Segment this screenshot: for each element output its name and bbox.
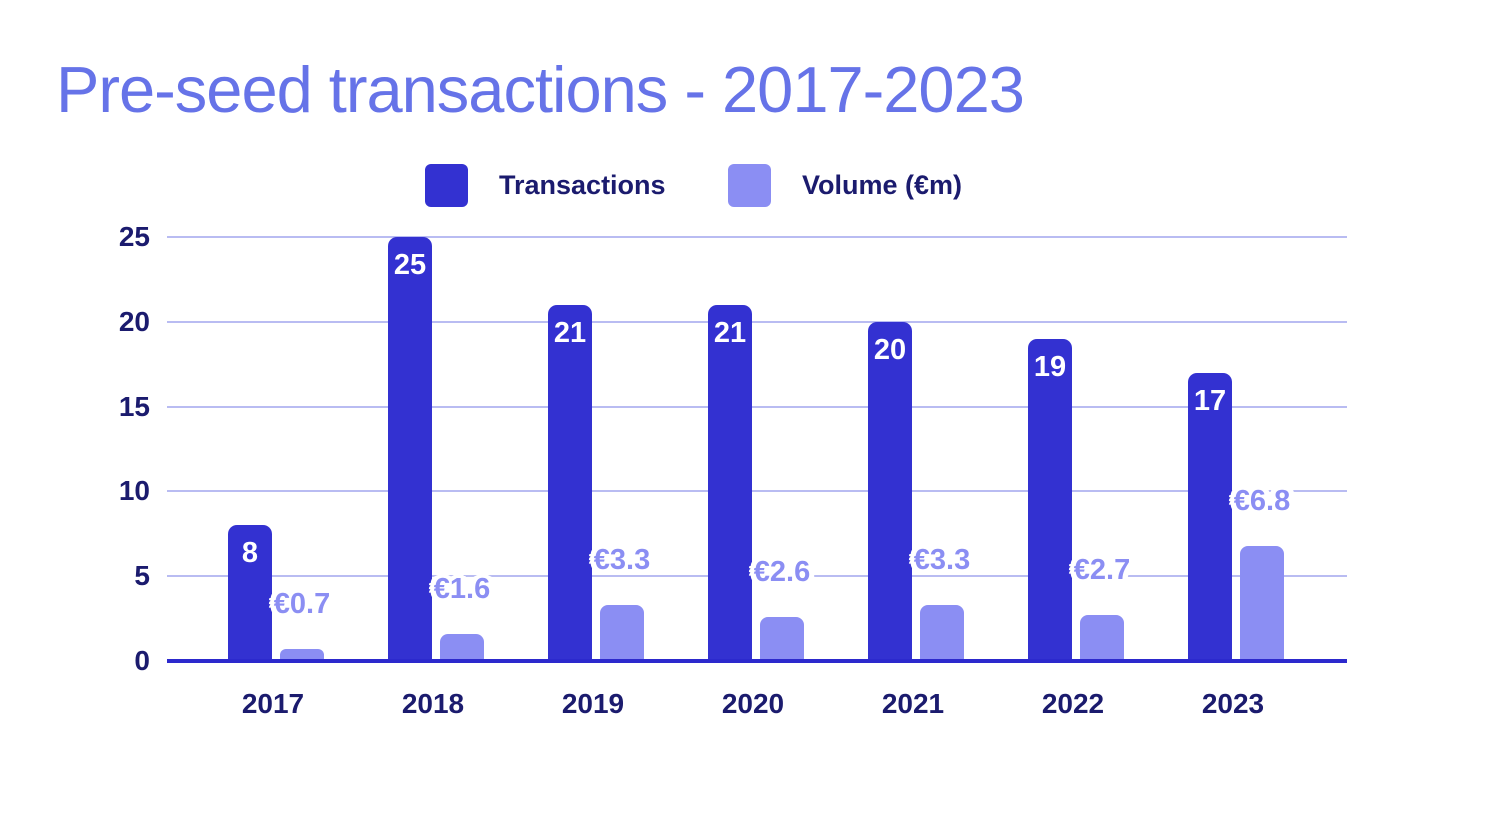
transactions-value-label: 21 bbox=[553, 317, 587, 349]
transactions-bar bbox=[548, 305, 592, 661]
gridline bbox=[167, 405, 1347, 408]
y-axis-tick-label: 20 bbox=[118, 305, 150, 337]
y-axis-tick-label: 15 bbox=[118, 390, 150, 422]
volume-legend-swatch-icon bbox=[728, 164, 771, 207]
y-axis-tick-label: 0 bbox=[134, 645, 150, 676]
transactions-value-label: 19 bbox=[1033, 351, 1067, 383]
x-axis-label: 2018 bbox=[401, 688, 465, 719]
volume-bar bbox=[760, 617, 804, 661]
gridline bbox=[167, 490, 1347, 493]
transactions-bar bbox=[708, 305, 752, 661]
volume-legend-label: Volume (€m) bbox=[802, 170, 963, 200]
x-axis-line bbox=[167, 659, 1347, 663]
transactions-bar bbox=[868, 322, 912, 661]
volume-bar bbox=[1240, 546, 1284, 661]
gridline bbox=[167, 320, 1347, 323]
transactions-bar bbox=[388, 237, 432, 661]
y-axis-tick-label: 10 bbox=[118, 475, 150, 507]
volume-value-label: €6.8 bbox=[1233, 485, 1291, 517]
volume-value-label: €1.6 bbox=[433, 573, 491, 605]
volume-value-label: €2.6 bbox=[753, 556, 811, 588]
x-axis-label: 2023 bbox=[1201, 688, 1265, 719]
transactions-value-label: 25 bbox=[393, 249, 427, 281]
volume-bar bbox=[920, 605, 964, 661]
transactions-value-label: 8 bbox=[241, 537, 259, 569]
transactions-bar bbox=[1028, 339, 1072, 661]
volume-value-label: €2.7 bbox=[1073, 554, 1131, 586]
transactions-value-label: 17 bbox=[1193, 385, 1227, 417]
x-axis-label: 2020 bbox=[721, 688, 785, 719]
transactions-bar bbox=[1188, 373, 1232, 661]
volume-bar bbox=[600, 605, 644, 661]
x-axis-label: 2019 bbox=[561, 688, 625, 719]
transactions-value-label: 21 bbox=[713, 317, 747, 349]
transactions-legend-swatch-icon bbox=[425, 164, 468, 207]
gridline bbox=[167, 236, 1347, 238]
volume-value-label: €3.3 bbox=[913, 544, 971, 576]
y-axis-tick-label: 5 bbox=[134, 560, 150, 592]
transactions-value-label: 20 bbox=[873, 334, 907, 366]
volume-value-label: €0.7 bbox=[273, 588, 331, 620]
x-axis-label: 2017 bbox=[241, 688, 305, 719]
transactions-legend-label: Transactions bbox=[499, 170, 666, 200]
volume-bar bbox=[280, 649, 324, 661]
x-axis-label: 2022 bbox=[1041, 688, 1105, 719]
volume-bar bbox=[440, 634, 484, 661]
x-axis-label: 2021 bbox=[881, 688, 945, 719]
chart-title: Pre-seed transactions - 2017-2023 bbox=[56, 53, 1025, 126]
legend-item-transactions: Transactions bbox=[425, 164, 666, 207]
volume-bar bbox=[1080, 615, 1124, 661]
gridline bbox=[167, 575, 1347, 578]
transactions-bar bbox=[228, 525, 272, 661]
y-axis-tick-label: 25 bbox=[118, 221, 150, 252]
legend-item-volume: Volume (€m) bbox=[728, 164, 962, 207]
volume-value-label: €3.3 bbox=[593, 544, 651, 576]
